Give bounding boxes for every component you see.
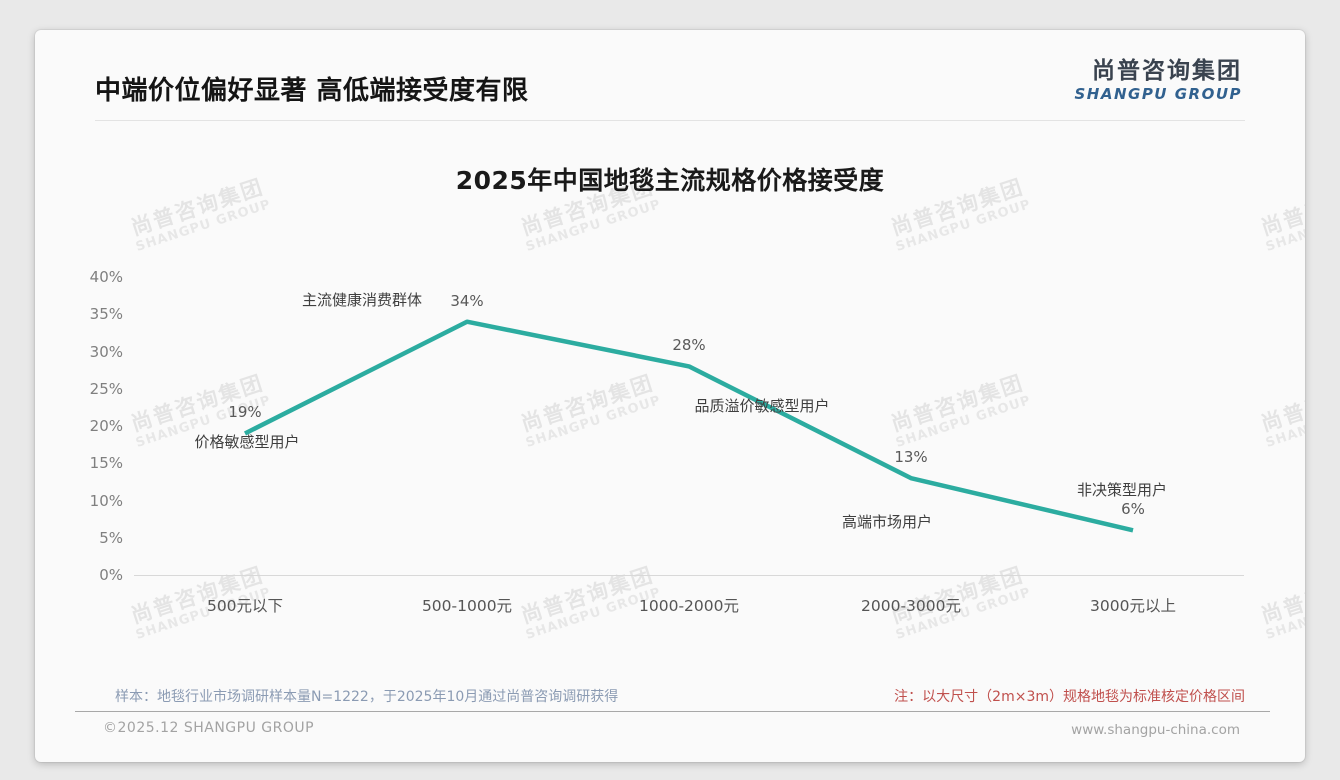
data-point-label: 13% xyxy=(894,448,928,467)
header-divider xyxy=(95,120,1245,121)
footer-divider xyxy=(75,711,1270,712)
page-title: 中端价位偏好显著 高低端接受度有限 xyxy=(95,76,529,106)
line-chart: 0% 5% 10% 15% 20% 25% 30% 35% 40% 500元以下 500-1000元… xyxy=(35,30,1305,762)
annotation-label: 高端市场用户 xyxy=(841,513,932,532)
copyright-text: ©2025.12 SHANGPU GROUP xyxy=(103,720,315,736)
category-label: 3000元以上 xyxy=(1090,597,1176,615)
brand-logo-en: SHANGPU GROUP xyxy=(1074,85,1242,103)
category-label: 500元以下 xyxy=(206,597,284,615)
y-tick-label: 35% xyxy=(89,305,123,324)
annotation-label: 价格敏感型用户 xyxy=(194,433,300,452)
annotation-label: 非决策型用户 xyxy=(1076,481,1167,500)
y-tick-label: 15% xyxy=(89,454,123,473)
acceptance-line-series xyxy=(243,319,1134,533)
data-point-label: 19% xyxy=(228,403,262,422)
chart-line-svg xyxy=(243,319,1134,533)
data-point-label: 6% xyxy=(1121,500,1145,519)
brand-logo: 尚普咨询集团 SHANGPU GROUP xyxy=(1074,60,1242,102)
annotation-label: 主流健康消费群体 xyxy=(301,290,422,309)
x-axis-line xyxy=(134,575,1244,576)
annotation-label: 品质溢价敏感型用户 xyxy=(694,397,830,416)
y-tick-label: 20% xyxy=(89,417,123,435)
data-point-label: 34% xyxy=(450,291,484,310)
y-tick-label: 25% xyxy=(89,379,123,398)
y-tick-label: 0% xyxy=(99,566,123,584)
y-tick-label: 40% xyxy=(89,268,123,286)
report-card: 尚普咨询集团 SHANGPU GROUP 尚普咨询集团 SHANGPU GROUP 尚普… xyxy=(35,30,1305,762)
data-point-label: 28% xyxy=(672,336,706,355)
brand-logo-cn: 尚普咨询集团 xyxy=(1092,58,1242,84)
y-tick-label: 30% xyxy=(89,342,123,361)
category-label: 2000-3000元 xyxy=(861,597,961,615)
category-label: 1000-2000元 xyxy=(639,597,739,615)
y-tick-label: 5% xyxy=(99,528,123,547)
y-tick-label: 10% xyxy=(89,491,123,510)
sample-note: 样本：地毯行业市场调研样本量N=1222，于2025年10月通过尚普咨询调研获得 xyxy=(115,689,619,705)
price-note: 注：以大尺寸（2m×3m）规格地毯为标准核定价格区间 xyxy=(894,689,1245,705)
category-label: 500-1000元 xyxy=(421,597,513,615)
chart-title: 2025年中国地毯主流规格价格接受度 xyxy=(455,166,885,195)
website-link: www.shangpu-china.com xyxy=(1071,722,1240,738)
